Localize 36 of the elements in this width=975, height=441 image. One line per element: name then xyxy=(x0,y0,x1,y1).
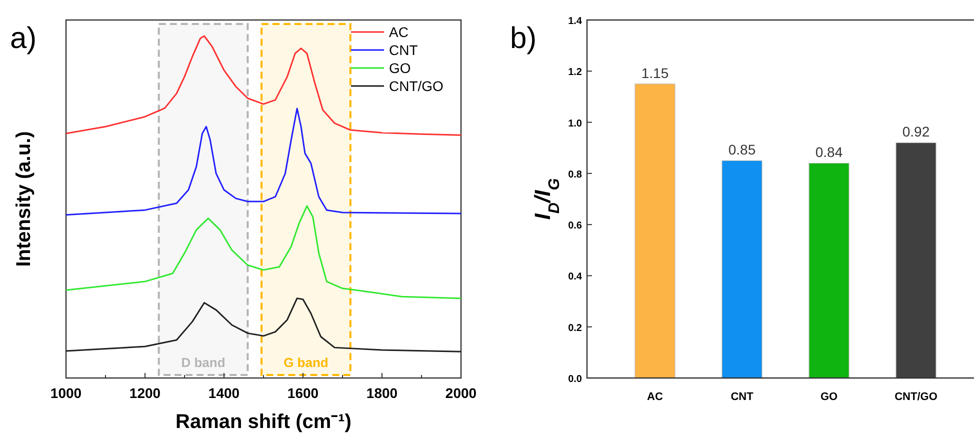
x-tick-label: 1600 xyxy=(287,385,319,401)
x-tick-label: 1000 xyxy=(50,385,82,401)
x-tick-label: AC xyxy=(647,391,663,403)
bar xyxy=(722,160,762,378)
y-tick-label: 0.4 xyxy=(568,272,582,283)
legend-label: GO xyxy=(389,60,411,76)
data-label: 0.92 xyxy=(902,124,930,140)
x-tick-label: GO xyxy=(820,391,838,403)
y-tick-label: 1.2 xyxy=(568,67,582,78)
x-tick-label: 1400 xyxy=(208,385,240,401)
y-tick-label: 1.4 xyxy=(568,16,582,27)
x-tick-label: 2000 xyxy=(445,385,477,401)
legend-label: CNT/GO xyxy=(389,78,444,94)
data-label: 1.15 xyxy=(641,64,669,81)
data-label: 0.84 xyxy=(815,144,843,160)
y-tick-label: 0.6 xyxy=(568,220,582,232)
band-label: G band xyxy=(284,355,328,370)
bar xyxy=(634,84,676,378)
bar xyxy=(896,142,936,378)
chart-title: a) xyxy=(10,22,37,55)
x-tick-label: 1800 xyxy=(366,385,398,401)
band-label: D band xyxy=(181,355,226,370)
x-axis-title: Raman shift (cm⁻¹) xyxy=(176,411,352,433)
y-tick-label: 0.0 xyxy=(568,374,582,385)
x-tick-label: CNT xyxy=(730,391,754,403)
legend-label: CNT xyxy=(389,42,418,58)
x-tick-label: 1200 xyxy=(129,385,161,401)
bar xyxy=(808,162,850,378)
x-tick-label: CNT/GO xyxy=(894,391,938,403)
y-axis-title: Intensity (a.u.) xyxy=(13,131,35,267)
y-tick-label: 0.2 xyxy=(568,322,582,334)
y-tick-label: 1.0 xyxy=(568,118,582,130)
y-tick-label: 0.8 xyxy=(568,169,582,180)
chart-title: b) xyxy=(510,22,537,55)
data-label: 0.85 xyxy=(728,142,756,158)
legend-label: AC xyxy=(389,24,408,40)
